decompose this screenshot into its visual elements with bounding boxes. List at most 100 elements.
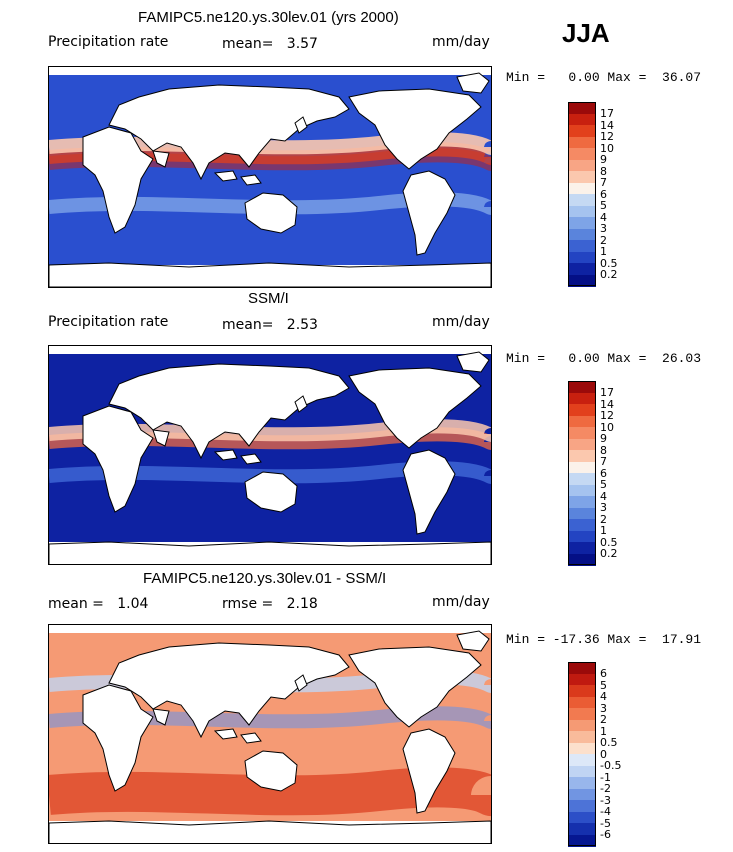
- colorbar-tick-label: 0.5: [600, 736, 618, 749]
- colorbar-tick-label: 3: [600, 222, 607, 235]
- panel-2-variable-label: Precipitation rate: [48, 314, 169, 330]
- colorbar-swatch: [568, 673, 596, 686]
- colorbar-tick-label: 2: [600, 512, 607, 526]
- colorbar-tick-label: -5: [600, 816, 611, 830]
- colorbar-tick-label: 17: [600, 386, 614, 399]
- colorbar-tick-label: -0.5: [600, 759, 622, 772]
- colorbar-frame: [568, 102, 596, 286]
- colorbar-swatch: [568, 731, 596, 743]
- panel-1-title: FAMIPC5.ne120.ys.30lev.01 (yrs 2000): [138, 9, 399, 26]
- panel-3-rmse-label: rmse = 2.18: [222, 596, 318, 612]
- colorbar-tick-label: 0.2: [600, 268, 618, 281]
- colorbar-tick-label: 1: [600, 724, 607, 738]
- colorbar-swatch: [568, 754, 596, 766]
- colorbar-tick-label: -3: [600, 793, 611, 807]
- colorbar-swatch: [568, 811, 596, 824]
- colorbar-tick-label: 6: [600, 466, 607, 480]
- colorbar-swatch: [568, 159, 596, 172]
- panel-1-minmax: Min = 0.00 Max = 36.07: [506, 70, 702, 85]
- colorbar-tick-label: 3: [600, 501, 607, 514]
- colorbar-swatch: [568, 719, 596, 732]
- land-outline: [49, 820, 491, 843]
- panel-1-map-svg: [49, 72, 491, 287]
- colorbar-tick-label: 0.2: [600, 547, 618, 560]
- colorbar-tick-label: 14: [600, 118, 614, 132]
- colorbar-swatch: [568, 136, 596, 149]
- panel-3-minmax: Min = -17.36 Max = 17.91: [506, 632, 702, 647]
- colorbar-swatch: [568, 263, 596, 275]
- colorbar-tick-label: 7: [600, 455, 607, 468]
- colorbar-tick-label: 9: [600, 432, 607, 445]
- panel-3-units-label: mm/day: [432, 594, 490, 610]
- colorbar-tick-label: 1: [600, 245, 607, 258]
- colorbar-swatch: [568, 415, 596, 428]
- land-outline: [294, 395, 308, 413]
- colorbar-tick-label: -6: [600, 828, 611, 841]
- colorbar-swatch: [568, 553, 596, 566]
- panel-2-units-label: mm/day: [432, 314, 490, 330]
- land-outline: [213, 170, 262, 186]
- colorbar-tick-label: 4: [600, 489, 607, 503]
- panel-3-map: [48, 624, 492, 844]
- colorbar-tick-label: -1: [600, 770, 611, 784]
- colorbar-tick-label: 7: [600, 176, 607, 189]
- colorbar-swatch: [568, 438, 596, 451]
- colorbar-tick-label: 4: [600, 690, 607, 703]
- colorbar-swatch: [568, 461, 596, 474]
- colorbar-swatch: [568, 662, 596, 674]
- colorbar-tick-label: 4: [600, 210, 607, 224]
- colorbar-tick-label: 6: [600, 187, 607, 201]
- colorbar-swatch: [568, 823, 596, 835]
- colorbar-swatch: [568, 708, 596, 720]
- colorbar-swatch: [568, 742, 596, 755]
- colorbar-tick-label: 5: [600, 478, 607, 491]
- colorbar-tick-label: 0.5: [600, 256, 618, 270]
- panel-1-variable-label: Precipitation rate: [48, 34, 169, 50]
- land-outline: [456, 630, 490, 652]
- colorbar-swatch: [568, 240, 596, 252]
- colorbar-tick-label: 17: [600, 107, 614, 120]
- colorbar-tick-label: 12: [600, 409, 614, 422]
- colorbar-swatch: [568, 496, 596, 508]
- land-outline: [348, 88, 482, 170]
- land-outline: [82, 684, 154, 792]
- land-outline: [49, 541, 491, 564]
- colorbar-swatch: [568, 777, 596, 789]
- colorbar-tick-label: 2: [600, 713, 607, 726]
- colorbar-frame: [568, 381, 596, 565]
- colorbar-swatch: [568, 473, 596, 485]
- land-outline: [402, 170, 456, 256]
- land-outline: [244, 471, 298, 513]
- colorbar-swatch: [568, 765, 596, 778]
- colorbar-swatch: [568, 542, 596, 554]
- panel-2-title: SSM/I: [248, 290, 289, 307]
- colorbar-swatch: [568, 696, 596, 709]
- colorbar-tick-label: 12: [600, 130, 614, 143]
- colorbar-tick-label: 6: [600, 667, 607, 680]
- colorbar-tick-label: 5: [600, 199, 607, 212]
- panel-3-title: FAMIPC5.ne120.ys.30lev.01 - SSM/I: [143, 570, 387, 587]
- colorbar-swatch: [568, 685, 596, 697]
- land-outline: [213, 449, 262, 465]
- colorbar-tick-label: 8: [600, 443, 607, 457]
- panel-2-map-svg: [49, 351, 491, 564]
- colorbar-tick-label: 1: [600, 524, 607, 537]
- colorbar-tick-label: 10: [600, 141, 614, 155]
- land-outline: [108, 84, 350, 181]
- land-outline: [244, 192, 298, 234]
- panel-2-mean-label: mean= 2.53: [222, 317, 318, 333]
- land-outline: [402, 728, 456, 814]
- land-outline: [244, 750, 298, 792]
- colorbar-tick-label: 5: [600, 678, 607, 692]
- colorbar-swatch: [568, 274, 596, 287]
- land-outline: [152, 708, 170, 726]
- season-label: JJA: [562, 18, 610, 48]
- panel-2-minmax: Min = 0.00 Max = 26.03: [506, 351, 702, 366]
- colorbar-swatch: [568, 788, 596, 801]
- land-outline: [213, 728, 262, 744]
- colorbar-swatch: [568, 484, 596, 497]
- colorbar-swatch: [568, 182, 596, 195]
- land-outline: [108, 363, 350, 460]
- land-outline: [348, 367, 482, 449]
- panel-2-map: [48, 345, 492, 565]
